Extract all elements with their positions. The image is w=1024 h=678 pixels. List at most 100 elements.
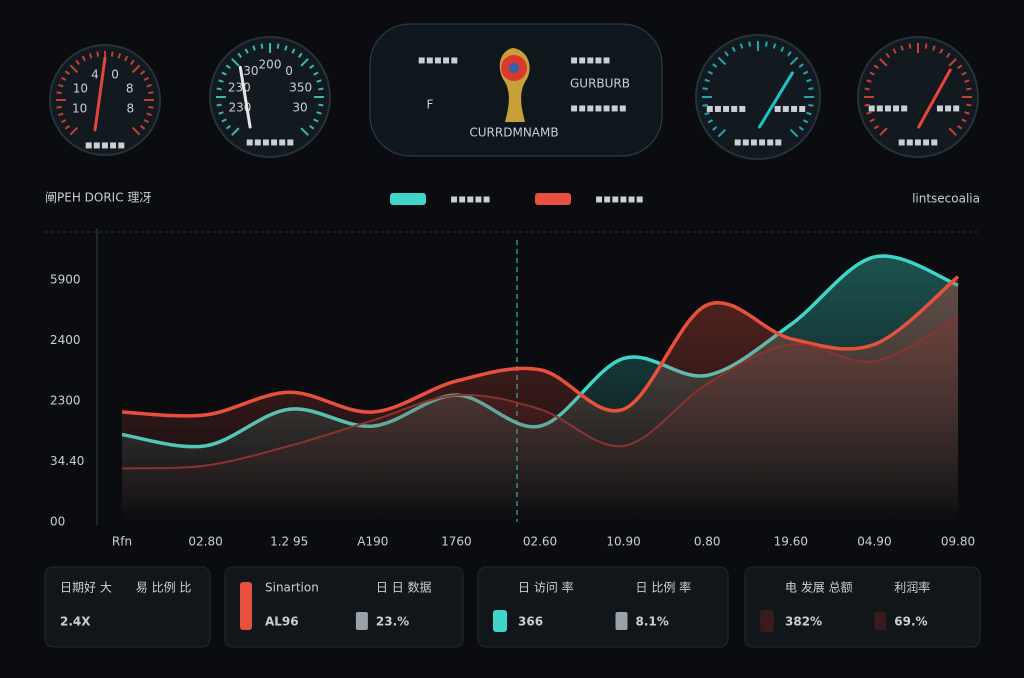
gauge-tick: [704, 111, 710, 116]
card-label: 电 发展 总额: [785, 580, 853, 595]
gauge-tick: [908, 43, 912, 49]
gauge-tick: [724, 51, 729, 57]
gauge-tick: [961, 118, 967, 123]
gauge-tick: [739, 43, 744, 49]
x-tick-label: 1760: [441, 535, 472, 549]
gauge-tick: [64, 70, 70, 75]
gauge-tick: [318, 103, 324, 107]
gauge-tick: [146, 112, 152, 117]
gauge-tick: [60, 119, 67, 124]
gauge-tick: [961, 71, 967, 76]
gauge-label: 230: [228, 80, 251, 94]
gauge-tick: [131, 126, 141, 136]
gauge-tick: [69, 64, 79, 74]
gauge-tick: [924, 43, 928, 49]
gauge-tick: [712, 63, 718, 68]
legend-label: ▪▪▪▪▪: [450, 192, 491, 206]
gauge-tick: [802, 119, 809, 124]
gauge-label: 4: [91, 67, 99, 81]
gauge-tick: [318, 87, 324, 91]
card-label: Sinartion: [265, 581, 319, 595]
gauge-needle: [757, 71, 794, 129]
y-tick-label: 2300: [50, 394, 81, 408]
gauge-tick: [707, 70, 714, 75]
x-tick-label: 19.60: [774, 535, 808, 549]
gauge-tick: [764, 41, 768, 47]
series-area: [122, 316, 958, 522]
card-accent: [240, 582, 252, 630]
gauge-tick: [300, 127, 309, 136]
gauge-tick: [216, 87, 222, 91]
panel-letter: F: [427, 98, 434, 112]
gauge-tick: [866, 111, 872, 115]
gauge-tick: [879, 58, 888, 67]
gauge-tick: [218, 79, 224, 83]
gauge-tick: [932, 45, 936, 51]
gauge-caption: ▪▪▪▪▪: [85, 138, 126, 152]
gauge-tick: [712, 126, 718, 131]
panel-line: ▪▪▪▪▪: [570, 53, 611, 67]
gauge-tick: [939, 48, 944, 54]
card-label-secondary: 日 日 数据: [376, 580, 432, 595]
card-label-secondary: 日 比例 率: [636, 580, 692, 595]
gauge-tick: [309, 124, 315, 130]
gauge-tick: [221, 118, 227, 123]
gauge-label: ▪▪▪: [936, 100, 960, 114]
card-label-secondary: 易 比例 比: [136, 581, 192, 595]
gauge-tick: [221, 71, 227, 76]
gauge-caption: ▪▪▪▪▪: [898, 135, 939, 149]
legend-label: ▪▪▪▪▪▪: [595, 192, 644, 206]
gauge-tick: [717, 128, 727, 138]
gauge-face: [695, 34, 821, 160]
gauge-tick: [148, 91, 154, 95]
logo-caption: CURRDMNAMB: [469, 126, 558, 140]
gauge-tick: [56, 105, 62, 109]
gauge-tick: [291, 48, 296, 54]
gauge-tick: [237, 52, 243, 58]
gauge-tick: [225, 124, 231, 130]
gauge-tick: [140, 125, 146, 130]
gauge-tick: [117, 53, 122, 59]
card-icon: [355, 612, 368, 630]
card-icon: [874, 612, 887, 630]
gauge-tick: [900, 45, 904, 51]
gauge-label: 350: [289, 80, 312, 94]
gauge-tick: [140, 70, 146, 75]
chart-title: 阐PEH DORIC 理冴: [45, 191, 151, 205]
gauge-tick: [964, 79, 970, 83]
gauge-label: 200: [259, 58, 282, 72]
y-tick-label: 34.40: [50, 454, 84, 468]
legend-swatch: [390, 193, 426, 205]
gauge-label: 8: [127, 102, 135, 116]
x-tick-label: A190: [357, 535, 388, 549]
gauge-tick: [873, 124, 879, 130]
gauge-needle: [917, 68, 952, 129]
gauge-tick: [789, 128, 799, 138]
y-tick-label: 00: [50, 515, 65, 529]
x-tick-label: Rfn: [112, 535, 132, 549]
gauge-tick: [297, 52, 303, 58]
gauge-tick: [866, 79, 872, 83]
series-line: [121, 315, 959, 470]
gauge-label: ▪▪▪▪▪: [706, 101, 747, 115]
panel-line: ▪▪▪▪▪▪▪: [570, 101, 627, 115]
x-tick-label: 02.60: [523, 535, 557, 549]
card-value: 366: [518, 615, 543, 629]
gauge-tick: [69, 126, 79, 136]
gauge-tick: [88, 53, 93, 59]
gauge-caption: ▪▪▪▪▪▪: [246, 135, 295, 149]
gauge-tick: [957, 124, 963, 130]
card-value-secondary: 23.%: [376, 615, 409, 629]
card-accent: [760, 610, 774, 632]
gauge-tick: [789, 56, 799, 66]
gauge-tick: [56, 91, 62, 95]
card-label-secondary: 利润率: [894, 580, 930, 595]
gauge-tick: [58, 83, 64, 88]
series-line: [121, 275, 960, 418]
gauge-tick: [864, 87, 870, 91]
gauge-tick: [948, 127, 957, 136]
gauge-tick: [966, 103, 972, 107]
gauge-tick: [58, 112, 64, 117]
gauge-label: 0: [285, 64, 293, 78]
